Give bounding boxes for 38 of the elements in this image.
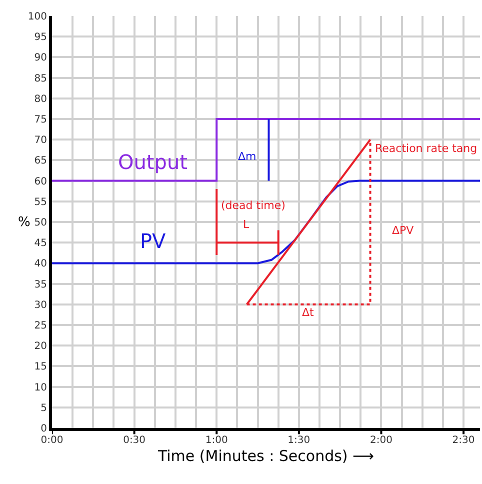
annotation: Reaction rate tang <box>375 142 478 155</box>
y-tick-label: 80 <box>34 94 47 105</box>
y-tick-label: 20 <box>34 341 47 352</box>
annotation: Δm <box>238 150 256 163</box>
line-series <box>52 180 480 264</box>
x-tick-label: 0:00 <box>40 435 64 446</box>
x-tick-label: 1:00 <box>205 435 228 446</box>
x-tick-label: 1:30 <box>288 435 310 446</box>
y-tick-label: 5 <box>40 402 47 414</box>
y-tick-label: 65 <box>34 156 47 167</box>
x-tick-label: 2:00 <box>370 435 392 446</box>
annotation: ΔPV <box>392 224 414 237</box>
y-tick-label: 50 <box>34 218 47 228</box>
y-tick-label: 95 <box>34 32 47 44</box>
y-tick-label: 70 <box>34 135 47 146</box>
annotation: Δt <box>302 306 315 319</box>
x-tick-label: 0:30 <box>123 435 146 446</box>
y-tick-label: 45 <box>34 238 47 250</box>
y-tick-label: 35 <box>34 279 47 290</box>
y-tick-label: 75 <box>34 114 47 126</box>
series-label: Output <box>118 150 188 174</box>
y-tick-label: 30 <box>34 300 47 311</box>
y-tick-label: 85 <box>34 73 47 84</box>
annotation: L <box>243 218 250 231</box>
y-tick-label: 10 <box>34 382 47 394</box>
x-axis-title: Time (Minutes : Seconds) ⟶ <box>156 447 374 465</box>
annotation: (dead time) <box>221 199 286 212</box>
y-tick-label: 100 <box>28 12 47 22</box>
y-tick-label: 15 <box>34 362 47 373</box>
y-axis-title: % <box>18 215 30 230</box>
x-tick-label: 2:30 <box>452 435 475 446</box>
y-tick-label: 60 <box>34 176 47 188</box>
y-tick-label: 40 <box>34 258 47 270</box>
y-tick-label: 90 <box>34 52 47 64</box>
y-tick-label: 55 <box>34 196 47 208</box>
series-label: PV <box>140 229 166 253</box>
y-tick-label: 25 <box>34 320 47 332</box>
y-tick-label: 0 <box>40 424 47 434</box>
